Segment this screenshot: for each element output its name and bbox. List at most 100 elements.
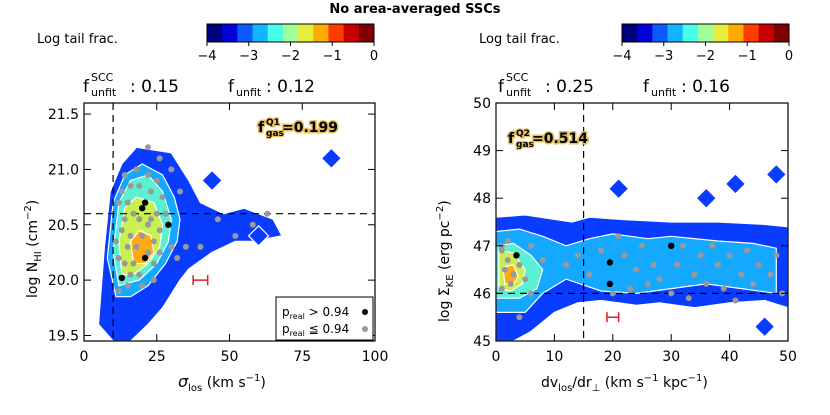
data-point-low: [720, 285, 727, 292]
xlabel-main: σ: [178, 372, 189, 391]
colorbar-swatch: [652, 24, 669, 42]
colorbar-swatch: [267, 24, 284, 42]
data-point-low: [118, 188, 125, 195]
data-point-high: [606, 280, 614, 288]
funfit-value: : 0.16: [681, 77, 730, 97]
colorbar-swatch: [343, 24, 360, 42]
data-point-low: [162, 210, 169, 217]
svg-text:f: f: [83, 77, 90, 97]
data-point-low: [127, 232, 134, 239]
legend: preal > 0.94 preal ≦ 0.94: [275, 296, 374, 341]
data-point-high: [513, 252, 520, 259]
data-point-low: [182, 243, 189, 250]
data-point-low: [139, 282, 146, 289]
xlabel-mid: /dr: [572, 375, 592, 391]
data-point-low: [156, 155, 163, 162]
colorbar-swatch: [252, 24, 269, 42]
colorbar-tick-label: −3: [239, 49, 258, 64]
x-tick-label: 0: [492, 349, 501, 365]
colorbar-swatch: [207, 24, 223, 42]
colorbar-right: Log tail frac. −4 −3 −2 −1 0: [479, 23, 793, 64]
ylabel-main: log N: [25, 262, 41, 298]
legend-box: [275, 296, 374, 341]
svg-text:σlos (km s−1): σlos (km s−1): [178, 372, 266, 394]
x-tick-label: 100: [362, 349, 389, 365]
data-point-low: [130, 210, 137, 217]
colorbar-swatch: [728, 24, 744, 42]
data-point-low: [145, 221, 152, 228]
data-point-low: [522, 276, 529, 283]
data-point-low: [598, 247, 605, 254]
data-point-low: [156, 249, 163, 256]
data-point-low: [539, 257, 546, 264]
colorbar-swatch: [637, 24, 653, 42]
data-point-low: [615, 233, 622, 240]
funfit-scc-symbol: f: [83, 77, 90, 97]
data-point-low: [528, 242, 535, 249]
data-point-low: [139, 232, 146, 239]
xlabel-sup2: −1: [688, 373, 703, 384]
data-point-low: [732, 297, 739, 304]
xlabel-sup: −1: [246, 373, 261, 384]
data-point-low: [136, 183, 143, 190]
funfit-value: : 0.12: [266, 77, 315, 97]
plot-area: [84, 103, 375, 341]
data-point-low: [133, 166, 140, 173]
data-point-low: [691, 271, 698, 278]
funfit-scc-value: : 0.25: [545, 77, 594, 97]
data-point-low: [136, 271, 143, 278]
data-point-low: [504, 238, 511, 245]
colorbar-label: Log tail frac.: [479, 32, 560, 47]
data-point-low: [627, 285, 634, 292]
data-point-low: [153, 177, 160, 184]
xlabel-sub2: ⊥: [592, 383, 601, 394]
y-tick-label: 20.0: [48, 273, 79, 289]
legend-marker-high: [362, 309, 368, 315]
colorbar-tick-label: −2: [281, 49, 300, 64]
x-tick-label: 20: [604, 349, 622, 365]
data-point-low: [639, 242, 645, 249]
error-bar: [192, 275, 209, 286]
colorbar-swatch: [758, 24, 775, 42]
contour-cell: [724, 173, 747, 195]
right-ylabel: log ΣKE (erg pc−2): [435, 200, 456, 322]
data-point-low: [650, 261, 657, 268]
data-point-high: [141, 254, 149, 262]
xlabel-sub: los: [558, 383, 572, 394]
data-point-low: [679, 242, 686, 249]
data-point-low: [586, 271, 593, 278]
colorbar-swatch: [298, 24, 314, 42]
data-point-low: [726, 252, 733, 259]
error-bar: [606, 312, 620, 323]
fgas-symbol: f: [508, 131, 515, 147]
colorbar-swatch: [743, 24, 760, 42]
data-point-low: [113, 238, 120, 245]
y-tick-label: 21.5: [48, 107, 79, 123]
ylabel-sub: KE: [445, 274, 456, 287]
colorbar-tick-label: −1: [738, 49, 757, 64]
colorbar-swatch: [237, 24, 254, 42]
x-tick-label: 40: [721, 349, 739, 365]
data-point-low: [755, 261, 762, 268]
fgas-sup: Q1: [266, 118, 280, 128]
data-point-low: [124, 243, 131, 250]
right-fgas-annotation: f Q2 gas =0.514: [507, 128, 590, 152]
contour-cell: [320, 147, 343, 170]
xlabel-rest2: kpc: [659, 375, 688, 391]
data-point-low: [773, 252, 780, 259]
fgas-sub: gas: [516, 140, 534, 150]
x-tick-label: 75: [293, 349, 311, 365]
data-point-low: [115, 199, 122, 206]
right-funfit-header: f SCC unfit : 0.25 f unfit : 0.16: [498, 71, 730, 99]
data-point-low: [133, 243, 140, 250]
left-xlabel: σlos (km s−1): [178, 372, 266, 394]
contour-cell: [607, 177, 630, 200]
colorbar-swatch: [682, 24, 699, 42]
legend-row1-rest: > 0.94: [305, 305, 349, 319]
x-tick-label: 0: [80, 349, 89, 365]
data-point-high: [668, 242, 675, 249]
x-tick-label: 10: [545, 349, 563, 365]
colorbar-swatch: [358, 24, 375, 42]
data-point-low: [214, 216, 221, 223]
colorbar-tick-label: −4: [197, 49, 216, 64]
